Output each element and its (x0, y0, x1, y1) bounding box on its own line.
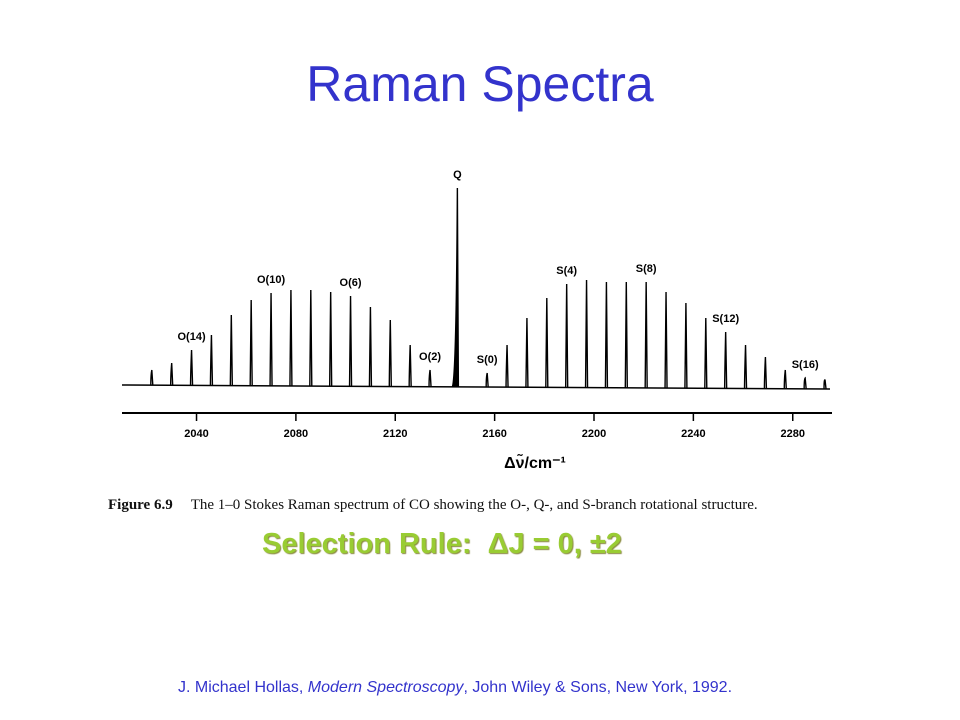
peak (169, 362, 174, 386)
peak (644, 281, 648, 388)
x-tick-label: 2160 (482, 428, 506, 440)
peak (624, 281, 628, 388)
peak-label: O(14) (177, 331, 205, 343)
peak (209, 334, 214, 386)
peak-label: S(8) (636, 263, 657, 275)
peak-label: O(6) (340, 277, 362, 289)
peak (505, 344, 509, 388)
x-tick-label: 2280 (780, 428, 804, 440)
slide-title: Raman Spectra (306, 56, 654, 112)
x-axis-label: Δν̃/cm⁻¹ (504, 452, 566, 472)
peak (408, 344, 412, 387)
peak (289, 289, 293, 386)
x-tick-label: 2080 (284, 428, 308, 440)
citation-publisher: , John Wiley & Sons, New York, 1992. (463, 679, 733, 696)
peak (664, 291, 668, 389)
x-tick-label: 2200 (582, 428, 606, 440)
peak-label: S(16) (792, 359, 819, 371)
peak (269, 292, 273, 386)
peak-label: O(2) (419, 351, 441, 363)
peak (723, 331, 728, 389)
peak (428, 369, 432, 387)
peak-label: S(12) (712, 313, 739, 325)
peak (823, 379, 827, 390)
citation-author: J. Michael Hollas, (177, 679, 308, 696)
peak (309, 289, 313, 387)
peak (249, 299, 253, 386)
peak (684, 302, 688, 389)
peak-label: O(10) (257, 274, 285, 286)
peak (229, 314, 234, 386)
spectrum: 2040 2080 2120 2160 2200 2240 2280 Δν̃/cm⁻¹ O(14… (121, 169, 832, 472)
peak (388, 319, 392, 387)
peak (803, 376, 807, 389)
x-tick-label: 2240 (681, 428, 705, 440)
peak (604, 281, 609, 388)
selection-rule: Selection Rule: ΔJ = 0, ±2 (262, 528, 622, 560)
peak (328, 291, 333, 387)
peak (485, 372, 489, 388)
peak (189, 349, 194, 386)
peak (783, 369, 787, 389)
peak-label: S(0) (477, 354, 498, 366)
peak (584, 279, 589, 388)
peak (545, 297, 549, 388)
peak (150, 369, 154, 386)
peak (704, 317, 708, 389)
peak (348, 295, 353, 387)
x-tick-label: 2120 (383, 428, 407, 440)
citation-book: Modern Spectroscopy (307, 679, 464, 696)
peak (564, 283, 569, 388)
peak (368, 306, 373, 387)
caption-label: Figure 6.9 (108, 497, 173, 513)
peak (451, 187, 460, 388)
figure-caption: Figure 6.9 The 1–0 Stokes Raman spectrum … (108, 497, 848, 514)
baseline (121, 384, 831, 390)
x-tick-label: 2040 (184, 428, 208, 440)
peak (763, 356, 768, 389)
peak-label: Q (453, 169, 462, 181)
peak-label: S(4) (556, 265, 577, 277)
peak (525, 317, 529, 388)
citation: J. Michael Hollas, Modern Spectroscopy, … (0, 679, 910, 697)
peak (743, 344, 748, 389)
caption-text: The 1–0 Stokes Raman spectrum of CO show… (190, 497, 758, 513)
